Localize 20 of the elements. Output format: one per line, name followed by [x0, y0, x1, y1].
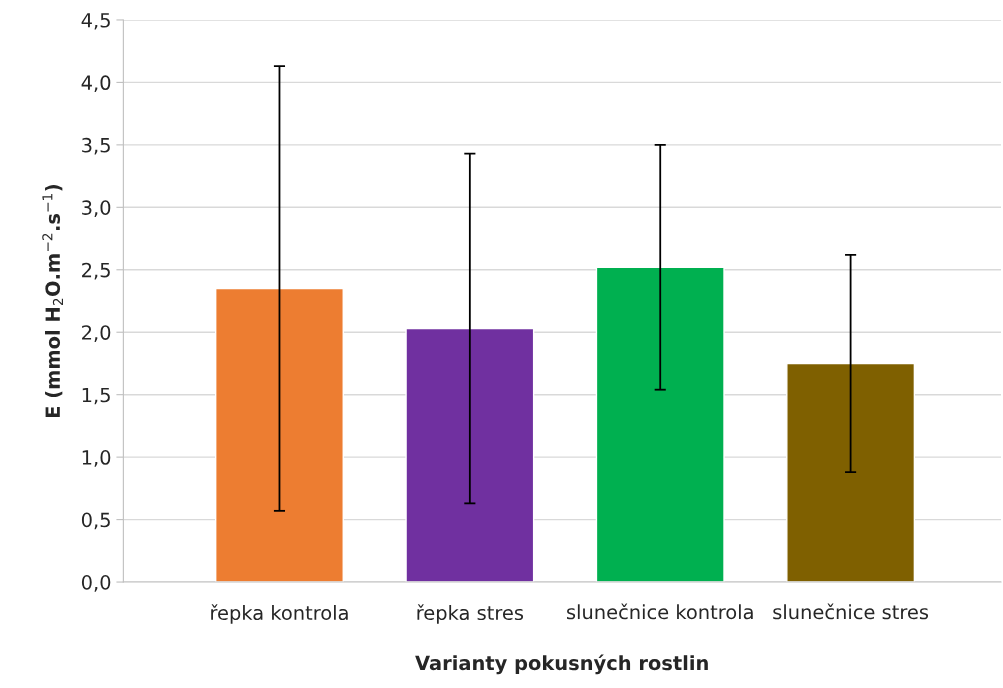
- bar: [786, 362, 916, 583]
- y-tick-label: 0,5: [81, 512, 110, 530]
- x-tick-label: řepka stres: [417, 604, 524, 624]
- y-tick-label: 0,0: [81, 575, 111, 592]
- y-tick-label: 3,5: [82, 137, 110, 155]
- y-tick-label: 1,0: [82, 450, 111, 467]
- bar: [405, 327, 535, 583]
- x-tick-label: slunečnice kontrola: [567, 603, 753, 620]
- x-axis-title: Varianty pokusných rostlin: [415, 654, 708, 675]
- y-tick-label: 2,5: [82, 262, 110, 280]
- y-tick-label: 4,0: [81, 75, 111, 93]
- y-axis-title: E (mmol H$_{2}$O.m$^{−2}$.s$^{−1}$): [42, 185, 63, 418]
- x-tick-label: slunečnice stres: [773, 603, 929, 620]
- y-tick-label: 4,5: [81, 13, 110, 30]
- y-tick-label: 3,0: [82, 200, 111, 217]
- bar: [215, 287, 344, 583]
- y-tick-label: 1,5: [82, 387, 110, 405]
- bar: [595, 266, 725, 583]
- x-tick-label: řepka kontrola: [211, 604, 348, 624]
- y-tick-label: 2,0: [82, 325, 111, 342]
